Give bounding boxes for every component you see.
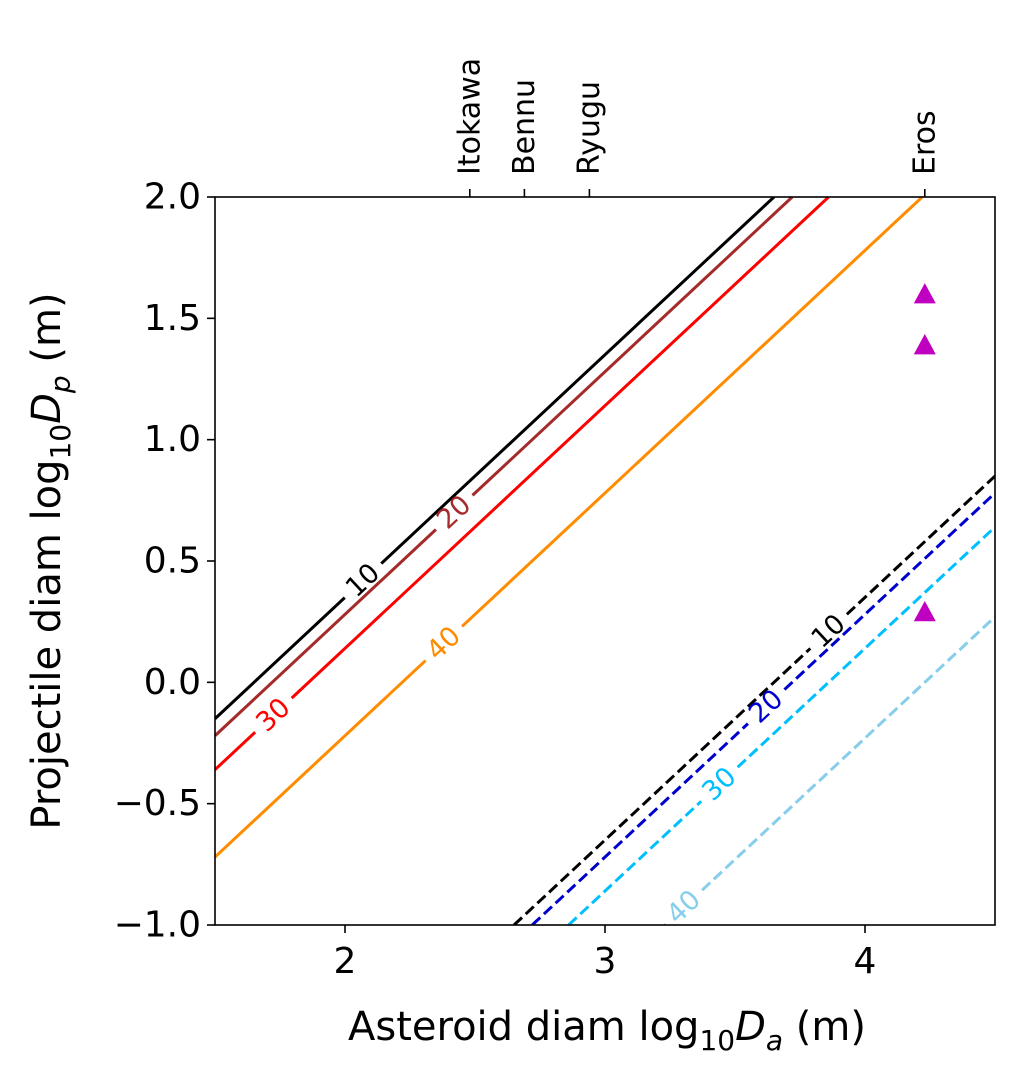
asteroid-label-itokawa: Itokawa — [452, 58, 487, 175]
contour-line-solid-20-b — [471, 197, 794, 497]
y-tick-label: −1.0 — [114, 905, 201, 946]
y-tick-label: 1.5 — [144, 298, 201, 339]
contour-line-dashed-20-a — [531, 722, 749, 925]
x-tick-label: 3 — [594, 941, 617, 982]
asteroid-label-eros: Eros — [907, 110, 942, 175]
contour-line-dashed-10-b — [845, 474, 995, 616]
x-tick-label: 2 — [334, 941, 357, 982]
top-asteroid-labels: Itokawa Bennu Ryugu Eros — [452, 58, 942, 197]
asteroid-label-ryugu: Ryugu — [572, 81, 607, 175]
axes: 2 3 4 2.0 1.5 1.0 0.5 0.0 −0.5 −1.0 — [114, 177, 877, 983]
series-group — [215, 197, 995, 925]
contour-label-dashed-30: 30 — [696, 761, 742, 807]
y-tick-label: −0.5 — [114, 783, 201, 824]
contour-label-dashed-20: 20 — [743, 684, 789, 730]
x-axis-label: Asteroid diam log10Da (m) — [348, 1004, 866, 1057]
y-tick-label: 0.0 — [144, 662, 201, 703]
contour-label-dashed-40: 40 — [661, 884, 707, 930]
contour-label-dashed-10: 10 — [805, 608, 851, 654]
contour-label-solid-40: 40 — [421, 620, 467, 666]
x-tick-label: 4 — [854, 941, 877, 982]
contour-line-dashed-20-b — [783, 491, 995, 691]
contour-line-solid-10-b — [380, 197, 776, 565]
contour-label-solid-10: 10 — [340, 558, 386, 604]
asteroid-label-bennu: Bennu — [507, 79, 542, 175]
contour-line-solid-40-b — [461, 197, 924, 628]
plot-frame — [214, 196, 996, 926]
contour-line-solid-30-a — [215, 731, 257, 771]
eros-marker-1 — [913, 283, 936, 304]
contour-label-solid-30: 30 — [250, 692, 296, 738]
eros-marker-3 — [913, 600, 936, 622]
y-axis-label: Projectile diam log10Dp (m) — [24, 292, 77, 829]
contour-line-dashed-30-b — [736, 525, 995, 769]
eros-marker-2 — [913, 334, 936, 355]
contour-line-solid-10-a — [215, 596, 346, 720]
contour-label-solid-20: 20 — [431, 489, 477, 535]
contour-line-solid-40-a — [215, 659, 427, 859]
contour-line-dashed-40-b — [701, 615, 995, 892]
y-tick-label: 0.5 — [144, 541, 201, 582]
contour-line-solid-30-b — [290, 197, 830, 700]
y-tick-label: 1.0 — [144, 419, 201, 460]
y-tick-label: 2.0 — [144, 177, 201, 218]
contour-line-dashed-30-a — [567, 800, 703, 925]
contour-line-solid-20-a — [215, 528, 437, 737]
contour-line-dashed-10-a — [512, 647, 812, 925]
